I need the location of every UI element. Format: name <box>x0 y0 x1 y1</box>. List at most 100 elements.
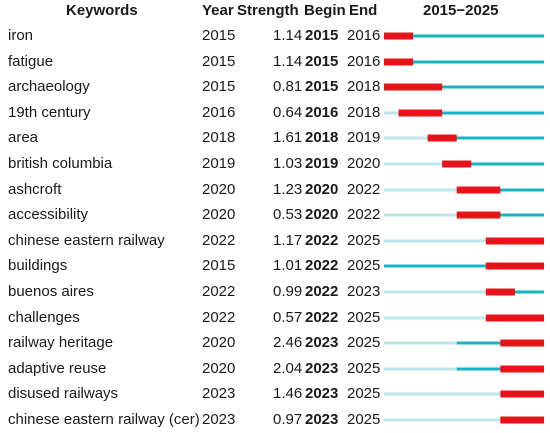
timeline-inactive-segment <box>384 239 486 243</box>
end-cell: 2018 <box>347 103 381 121</box>
keyword-cell: chinese eastern railway <box>8 231 165 249</box>
keyword-cell: buildings <box>8 257 68 275</box>
burst-timeline <box>384 186 544 194</box>
table-row: 19th century 2016 0.64 2016 2018 <box>0 100 550 126</box>
timeline-inactive-segment <box>384 111 399 115</box>
table-row: adaptive reuse 2020 2.04 2023 2025 <box>0 356 550 382</box>
year-cell: 2016 <box>202 103 236 121</box>
table-row: archaeology 2015 0.81 2015 2018 <box>0 74 550 100</box>
timeline-inactive-segment <box>384 341 457 345</box>
timeline-inactive-segment <box>384 418 501 422</box>
end-cell: 2025 <box>347 308 381 326</box>
burst-timeline <box>384 58 544 66</box>
year-cell: 2015 <box>202 52 236 70</box>
timeline-active-segment <box>384 34 544 38</box>
keyword-cell: fatigue <box>8 52 54 70</box>
strength-cell: 1.61 <box>273 129 303 147</box>
timeline-inactive-segment <box>384 136 428 140</box>
burst-segment <box>500 365 544 373</box>
keyword-cell: archaeology <box>8 78 90 96</box>
table-row: railway heritage 2020 2.46 2023 2025 <box>0 330 550 356</box>
year-cell: 2020 <box>202 206 236 224</box>
timeline-active-segment <box>456 188 544 192</box>
table-row: accessibility 2020 0.53 2020 2022 <box>0 202 550 228</box>
burst-segment <box>442 160 472 168</box>
table-row: chinese eastern railway 2022 1.17 2022 2025 <box>0 228 550 254</box>
strength-cell: 0.64 <box>273 103 303 121</box>
strength-cell: 2.46 <box>273 334 303 352</box>
begin-cell: 2019 <box>305 155 339 172</box>
table-row: buildings 2015 1.01 2022 2025 <box>0 253 550 279</box>
begin-cell: 2018 <box>305 129 339 147</box>
year-cell: 2015 <box>202 27 236 44</box>
strength-cell: 1.14 <box>273 52 303 70</box>
begin-cell: 2015 <box>305 78 339 96</box>
end-cell: 2019 <box>347 129 381 147</box>
timeline-active-segment <box>384 85 544 89</box>
header-begin: Begin <box>304 2 346 19</box>
keyword-cell: ashcroft <box>8 180 62 198</box>
end-cell: 2025 <box>347 257 381 275</box>
table-row: area 2018 1.61 2018 2019 <box>0 125 550 151</box>
timeline-active-segment <box>456 341 544 345</box>
keyword-cell: railway heritage <box>8 334 114 352</box>
burst-segment <box>456 186 501 194</box>
timeline-active-segment <box>384 264 544 268</box>
year-cell: 2023 <box>202 385 236 403</box>
strength-cell: 0.53 <box>273 206 303 224</box>
burst-segment <box>485 237 544 245</box>
timeline-active-segment <box>456 213 544 217</box>
begin-cell: 2023 <box>305 385 339 403</box>
burst-timeline <box>384 262 544 270</box>
header-strength: Strength <box>237 2 299 19</box>
keyword-cell: buenos aires <box>8 283 94 300</box>
table-row: buenos aires 2022 0.99 2022 2023 <box>0 279 550 305</box>
begin-cell: 2022 <box>305 308 339 326</box>
timeline-inactive-segment <box>384 316 486 320</box>
keyword-cell: iron <box>8 27 34 44</box>
strength-cell: 2.04 <box>273 359 303 377</box>
timeline-inactive-segment <box>384 290 486 294</box>
end-cell: 2022 <box>347 180 381 198</box>
keyword-cell: 19th century <box>8 103 91 121</box>
timeline-inactive-segment <box>384 367 457 371</box>
table-row: british columbia 2019 1.03 2019 2020 <box>0 151 550 177</box>
burst-segment <box>500 390 544 398</box>
end-cell: 2022 <box>347 206 381 224</box>
year-cell: 2015 <box>202 78 236 96</box>
burst-timeline <box>384 134 544 142</box>
burst-segment <box>398 109 443 117</box>
timeline-active-segment <box>456 367 544 371</box>
strength-cell: 1.17 <box>273 231 303 249</box>
end-cell: 2018 <box>347 78 381 96</box>
keyword-cell: adaptive reuse <box>8 359 107 377</box>
keyword-cell: challenges <box>8 308 80 326</box>
end-cell: 2025 <box>347 385 381 403</box>
begin-cell: 2022 <box>305 283 339 300</box>
end-cell: 2025 <box>347 231 381 249</box>
header-year: Year <box>202 2 234 19</box>
strength-cell: 1.46 <box>273 385 303 403</box>
end-cell: 2025 <box>347 411 381 428</box>
header-end: End <box>349 2 378 19</box>
burst-timeline <box>384 390 544 398</box>
burst-segment <box>384 58 414 66</box>
strength-cell: 0.99 <box>273 283 303 300</box>
year-cell: 2022 <box>202 283 236 300</box>
begin-cell: 2020 <box>305 180 339 198</box>
year-cell: 2020 <box>202 180 236 198</box>
begin-cell: 2022 <box>305 231 339 249</box>
timeline-active-segment <box>442 162 544 166</box>
end-cell: 2020 <box>347 155 381 172</box>
year-cell: 2022 <box>202 231 236 249</box>
year-cell: 2018 <box>202 129 236 147</box>
timeline-active-segment <box>398 111 544 115</box>
keyword-cell: disused railways <box>8 385 119 403</box>
keyword-cell: chinese eastern railway (cer) <box>8 411 200 428</box>
strength-cell: 1.14 <box>273 27 303 44</box>
burst-timeline <box>384 288 544 296</box>
keyword-cell: british columbia <box>8 155 113 172</box>
timeline-inactive-segment <box>384 188 457 192</box>
year-cell: 2023 <box>202 411 236 428</box>
burst-segment <box>384 83 443 91</box>
